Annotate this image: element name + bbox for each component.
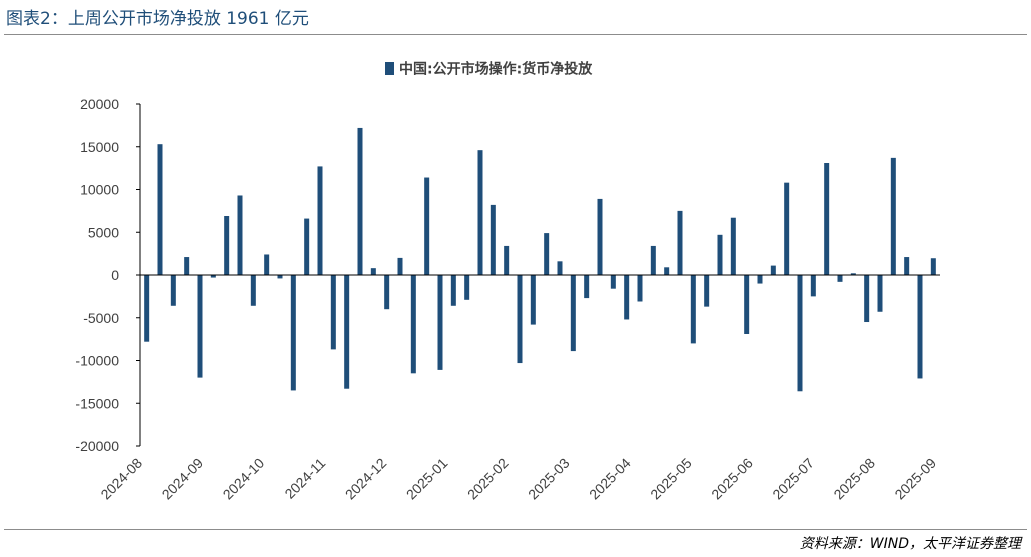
bar [184, 257, 190, 275]
bar [557, 261, 563, 275]
bar [490, 204, 496, 275]
bar [650, 245, 656, 275]
bar [210, 275, 216, 278]
bar [677, 210, 683, 276]
x-tick-label: 2025-05 [647, 455, 695, 503]
x-axis-labels: 2024-08 2024-09 2024-10 2024-11 2024-12 2025-… [97, 455, 939, 503]
bar [330, 275, 336, 350]
bar [850, 273, 856, 275]
legend: 中国:公开市场操作:货币净投放 [385, 61, 593, 78]
top-rule [4, 34, 1027, 35]
bar [424, 177, 430, 275]
bar [757, 275, 763, 284]
bar [317, 166, 323, 275]
x-tick-label: 2025-01 [403, 455, 451, 503]
bar [717, 234, 723, 275]
bar [917, 275, 923, 379]
y-tick-label: 15000 [80, 139, 119, 155]
bar [690, 275, 696, 344]
bar [704, 275, 710, 307]
x-tick-label: 2025-02 [464, 455, 512, 503]
x-tick-label: 2025-09 [891, 455, 939, 503]
bar [784, 182, 790, 275]
bar [384, 275, 390, 310]
bar [637, 275, 643, 302]
bar [824, 163, 830, 275]
bar [810, 275, 816, 297]
y-tick-label: 20000 [80, 96, 119, 112]
x-tick-label: 2024-09 [159, 455, 207, 503]
bar [264, 254, 270, 275]
bar [290, 275, 296, 391]
bar [237, 195, 243, 275]
bar [770, 265, 776, 275]
bar [357, 127, 363, 275]
y-tick-label: 0 [111, 267, 119, 283]
bar [744, 275, 750, 334]
bar [570, 275, 576, 352]
bar [877, 275, 883, 312]
bar [250, 275, 256, 306]
bar [904, 257, 910, 275]
x-tick-label: 2025-08 [830, 455, 878, 503]
x-tick-label: 2024-08 [97, 455, 145, 503]
bar [504, 245, 510, 275]
x-tick-label: 2025-07 [769, 455, 817, 503]
bar [304, 218, 310, 275]
bar [544, 233, 550, 275]
axes [136, 103, 940, 447]
bar [370, 268, 376, 275]
bar [864, 275, 870, 323]
bar [197, 275, 203, 378]
bar [584, 275, 590, 299]
legend-swatch [385, 62, 394, 75]
bar [664, 267, 670, 275]
y-tick-label: 5000 [88, 224, 119, 240]
bar-series [144, 127, 936, 392]
bar [224, 216, 230, 275]
x-tick-label: 2024-12 [342, 455, 390, 503]
legend-label: 中国:公开市场操作:货币净投放 [399, 61, 593, 78]
y-tick-label: 10000 [80, 182, 119, 198]
y-tick-label: -5000 [83, 310, 119, 326]
bar [464, 275, 470, 300]
bar [837, 275, 843, 282]
y-tick-label: -10000 [75, 353, 119, 369]
bar [797, 275, 803, 392]
bar [344, 275, 350, 389]
bar [597, 198, 603, 275]
bar [410, 275, 416, 374]
y-axis-labels: 20000 15000 10000 5000 0 -5000 -10000 -15000 -20… [75, 96, 119, 454]
bar [610, 275, 616, 289]
x-tick-label: 2024-10 [220, 455, 268, 503]
bar [437, 275, 443, 370]
chart: 中国:公开市场操作:货币净投放 20000 15000 10000 5000 0 -500… [75, 61, 940, 503]
bar [277, 275, 283, 279]
bar [450, 275, 456, 306]
bar [624, 275, 630, 320]
x-tick-label: 2025-04 [586, 455, 634, 503]
x-tick-label: 2024-11 [281, 455, 328, 502]
bar [890, 157, 896, 275]
bar [517, 275, 523, 364]
y-tick-label: -20000 [75, 438, 119, 454]
figure-title: 图表2：上周公开市场净投放 1961 亿元 [6, 9, 309, 29]
bar [530, 275, 536, 325]
bar [930, 258, 936, 275]
bar [157, 144, 163, 275]
source-note: 资料来源：WIND，太平洋证券整理 [799, 536, 1021, 552]
bar [730, 217, 736, 275]
x-tick-label: 2025-03 [525, 455, 573, 503]
x-tick-label: 2025-06 [708, 455, 756, 503]
bar [170, 275, 176, 306]
bottom-rule [4, 529, 1027, 530]
y-tick-label: -15000 [75, 395, 119, 411]
bar [397, 257, 403, 275]
bar [477, 150, 483, 275]
bar [144, 275, 150, 342]
